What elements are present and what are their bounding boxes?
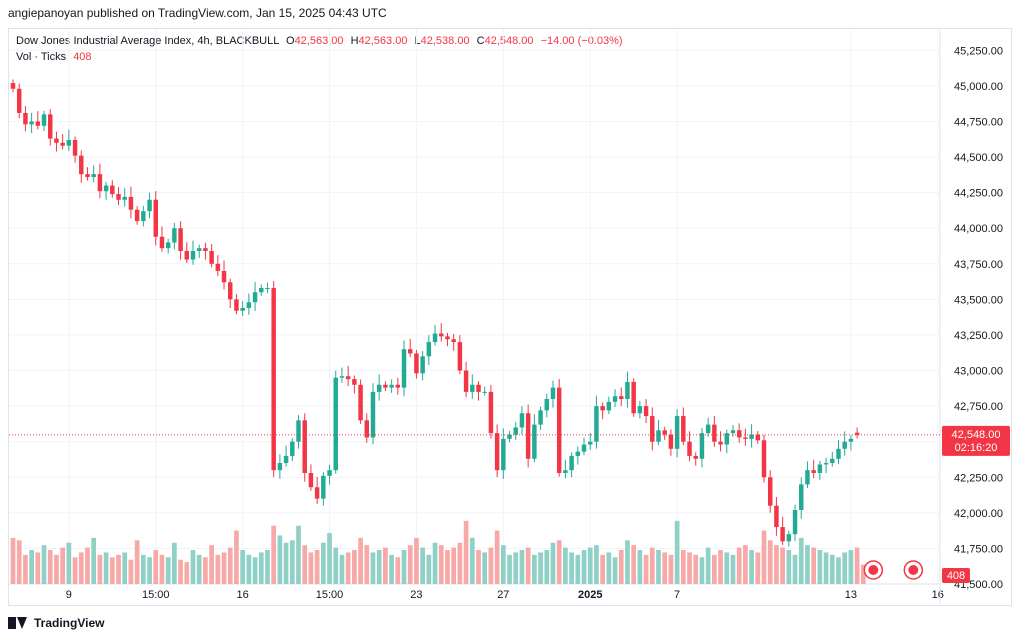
chart-legend: Dow Jones Industrial Average Index, 4h, …: [16, 33, 623, 65]
open-value: 42,563.00: [294, 35, 344, 47]
brand-name: TradingView: [34, 616, 105, 630]
volume-line: Vol · Ticks 408: [16, 49, 623, 65]
high-value: 42,563.00: [358, 35, 408, 47]
volume-label: Vol · Ticks: [16, 51, 67, 63]
open-key: O: [286, 35, 295, 47]
chart-frame[interactable]: [8, 28, 1012, 606]
close-key: C: [476, 35, 485, 47]
symbol-label: Dow Jones Industrial Average Index, 4h, …: [16, 35, 279, 47]
low-key: L: [414, 35, 421, 47]
volume-value: 408: [73, 51, 92, 63]
close-value: 42,548.00: [484, 35, 534, 47]
footer-brand: TradingView: [8, 616, 104, 630]
change-value: −14.00 (−0.03%): [540, 35, 623, 47]
high-key: H: [350, 35, 359, 47]
low-value: 42,538.00: [420, 35, 470, 47]
ohlc-line: Dow Jones Industrial Average Index, 4h, …: [16, 33, 623, 49]
published-byline: angiepanoyan published on TradingView.co…: [8, 6, 387, 20]
tradingview-logo-icon: [8, 617, 28, 629]
